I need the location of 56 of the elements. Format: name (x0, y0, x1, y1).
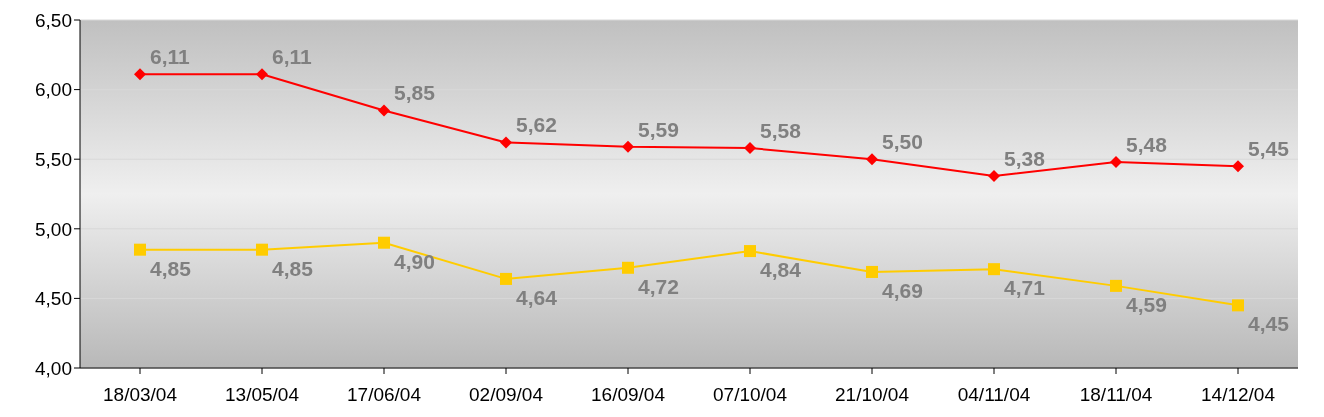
data-label: 4,69 (882, 278, 923, 302)
x-tick-label: 18/03/04 (103, 384, 178, 406)
y-tick-label: 6,50 (35, 9, 72, 31)
data-label: 5,58 (760, 119, 802, 143)
point (378, 236, 390, 249)
point (1232, 160, 1244, 173)
x-tick-label: 04/11/04 (957, 384, 1031, 406)
data-label: 5,59 (638, 117, 679, 141)
point (622, 261, 634, 274)
data-label: 4,45 (1248, 312, 1290, 336)
x-tick-label: 02/09/04 (469, 384, 544, 406)
data-label: 4,71 (1004, 276, 1046, 300)
point (256, 68, 268, 81)
point (988, 263, 1000, 276)
data-label: 6,11 (150, 45, 191, 69)
point (866, 265, 878, 278)
data-label: 4,90 (394, 249, 435, 273)
y-tick-label: 5,00 (35, 218, 72, 240)
x-tick-label: 13/05/04 (225, 384, 300, 406)
data-label: 5,48 (1126, 132, 1168, 156)
point (500, 136, 512, 149)
point (622, 140, 634, 153)
x-tick-label: 07/10/04 (713, 384, 788, 406)
data-label: 5,62 (516, 113, 557, 137)
point (134, 243, 146, 256)
point (256, 243, 268, 256)
data-label: 4,85 (272, 256, 314, 280)
x-tick-label: 18/11/04 (1079, 384, 1153, 406)
point (744, 142, 756, 155)
data-label: 4,64 (516, 285, 558, 309)
data-label: 4,72 (638, 274, 679, 298)
x-tick-label: 17/06/04 (347, 384, 422, 406)
x-tick-label: 14/12/04 (1201, 384, 1276, 406)
point (744, 245, 756, 258)
y-tick-label: 4,50 (35, 288, 72, 310)
point (134, 68, 146, 81)
y-tick-label: 6,00 (35, 79, 72, 101)
data-label: 5,38 (1004, 146, 1046, 170)
point (500, 272, 512, 285)
data-label: 5,85 (394, 81, 436, 105)
data-label: 5,50 (882, 130, 923, 154)
x-tick-label: 16/09/04 (591, 384, 666, 406)
y-tick-label: 4,00 (35, 357, 72, 379)
data-label: 4,84 (760, 258, 802, 282)
point (988, 169, 1000, 182)
point (378, 104, 390, 117)
point (866, 153, 878, 166)
point (1232, 299, 1244, 312)
data-label: 6,11 (272, 45, 313, 69)
point (1110, 279, 1122, 292)
y-tick-label: 5,50 (35, 148, 72, 170)
x-tick-label: 21/10/04 (835, 384, 910, 406)
point (1110, 155, 1122, 168)
data-label: 4,59 (1126, 292, 1167, 316)
data-label: 4,85 (150, 256, 192, 280)
data-label: 5,45 (1248, 137, 1290, 161)
